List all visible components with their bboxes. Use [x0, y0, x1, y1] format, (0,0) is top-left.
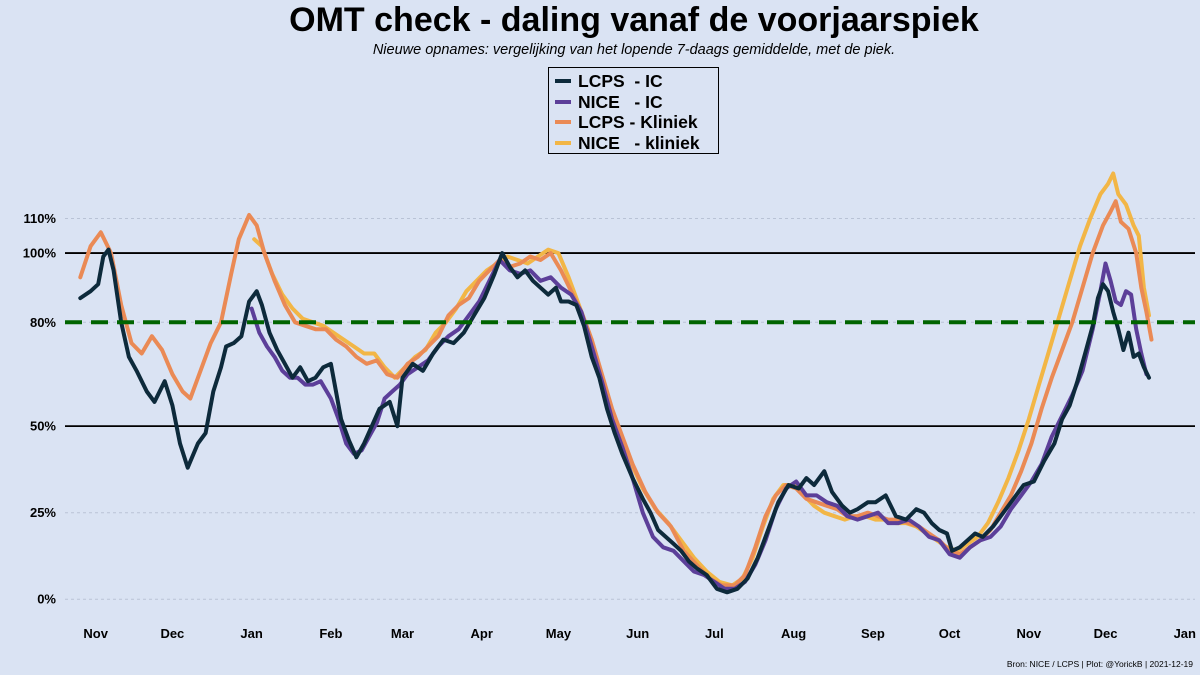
y-tick-label: 25%: [30, 505, 56, 520]
chart-title: OMT check - daling vanaf de voorjaarspie…: [289, 1, 979, 39]
legend-item-lcps-kliniek: LCPS - Kliniek: [555, 112, 718, 133]
x-tick-label: Dec: [1094, 626, 1118, 641]
legend-swatch: [555, 140, 571, 145]
x-tick-label: Dec: [160, 626, 184, 641]
legend-swatch: [555, 120, 571, 125]
x-tick-label: Oct: [939, 626, 961, 641]
source-credit: Bron: NICE / LCPS | Plot: @YorickB | 202…: [1006, 659, 1193, 669]
x-tick-label: Jun: [626, 626, 649, 641]
x-tick-label: Jan: [240, 626, 262, 641]
x-tick-label: Jul: [705, 626, 724, 641]
series-line-2: [78, 199, 1154, 588]
legend-swatch: [555, 79, 571, 84]
y-tick-label: 80%: [30, 315, 56, 330]
x-axis: Nov Dec Jan Feb Mar Apr May Jun Jul Aug Sep Oct Nov D…: [83, 626, 1196, 641]
legend-item-nice-ic: NICE - IC: [555, 92, 718, 113]
y-tick-label: 110%: [23, 211, 56, 226]
series-line-0: [78, 247, 1151, 595]
y-tick-label: 50%: [30, 419, 56, 434]
legend-label: NICE - kliniek: [578, 132, 700, 153]
legend-label: LCPS - Kliniek: [578, 112, 698, 133]
y-tick-label: 100%: [23, 246, 57, 261]
x-tick-label: Jan: [1174, 626, 1196, 641]
legend-label: NICE - IC: [578, 91, 663, 112]
legend: LCPS - IC NICE - IC LCPS - Kliniek NICE …: [548, 67, 719, 154]
grid-layer: [65, 217, 1195, 600]
legend-item-lcps-ic: LCPS - IC: [555, 71, 718, 92]
legend-label: LCPS - IC: [578, 71, 663, 92]
x-tick-label: Apr: [471, 626, 493, 641]
x-tick-label: Sep: [861, 626, 885, 641]
chart-subtitle: Nieuwe opnames: vergelijking van het lop…: [372, 42, 896, 58]
series-line-1: [249, 258, 1149, 591]
legend-swatch: [555, 99, 571, 104]
series-line-3: [252, 171, 1151, 588]
y-tick-label: 0%: [37, 592, 56, 607]
legend-item-nice-kliniek: NICE - kliniek: [555, 133, 718, 154]
x-tick-label: Aug: [781, 626, 806, 641]
x-tick-label: Nov: [1017, 626, 1042, 641]
x-tick-label: Mar: [391, 626, 414, 641]
x-tick-label: Feb: [319, 626, 342, 641]
series-layer: [65, 171, 1195, 595]
y-axis: 0% 25% 50% 80% 100% 110%: [23, 211, 57, 607]
x-tick-label: Nov: [83, 626, 108, 641]
x-tick-label: May: [546, 626, 572, 641]
